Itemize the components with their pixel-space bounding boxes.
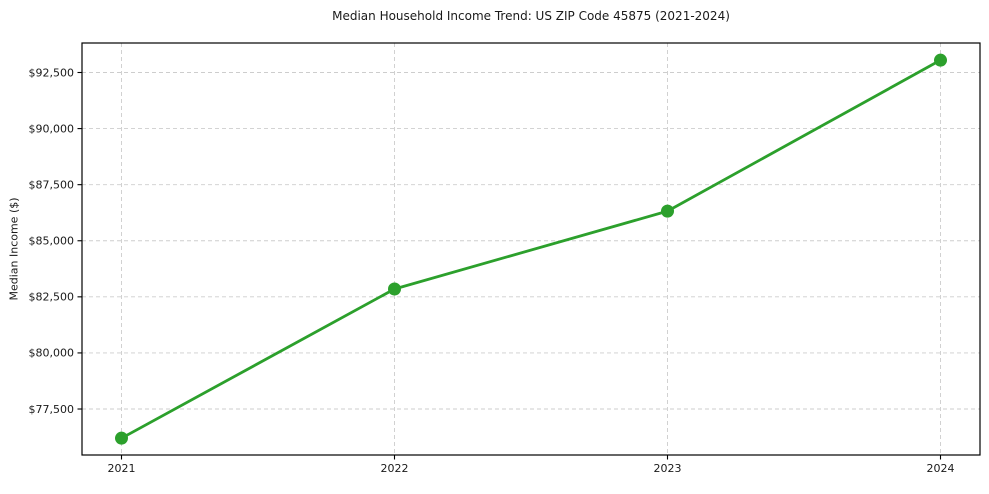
y-tick-label: $92,500 — [29, 66, 75, 79]
y-axis-label: Median Income ($) — [7, 197, 21, 301]
data-point-marker — [934, 53, 947, 67]
x-tick-label: 2023 — [654, 462, 682, 475]
y-tick-label: $87,500 — [29, 178, 75, 191]
plot-border — [81, 42, 981, 456]
chart-title: Median Household Income Trend: US ZIP Co… — [332, 9, 730, 23]
trend-line — [120, 58, 942, 440]
x-tick-label: 2024 — [927, 462, 955, 475]
y-tick-label: $80,000 — [29, 347, 75, 360]
y-tick-label: $85,000 — [29, 235, 75, 248]
x-tick-label: 2022 — [381, 462, 409, 475]
y-tick-label: $82,500 — [29, 291, 75, 304]
y-tick-label: $77,500 — [29, 403, 75, 416]
data-point-marker — [115, 431, 128, 445]
x-tick-label: 2021 — [108, 462, 136, 475]
y-tick-label: $90,000 — [29, 122, 75, 135]
data-point-marker — [661, 204, 674, 218]
data-point-marker — [388, 282, 401, 296]
